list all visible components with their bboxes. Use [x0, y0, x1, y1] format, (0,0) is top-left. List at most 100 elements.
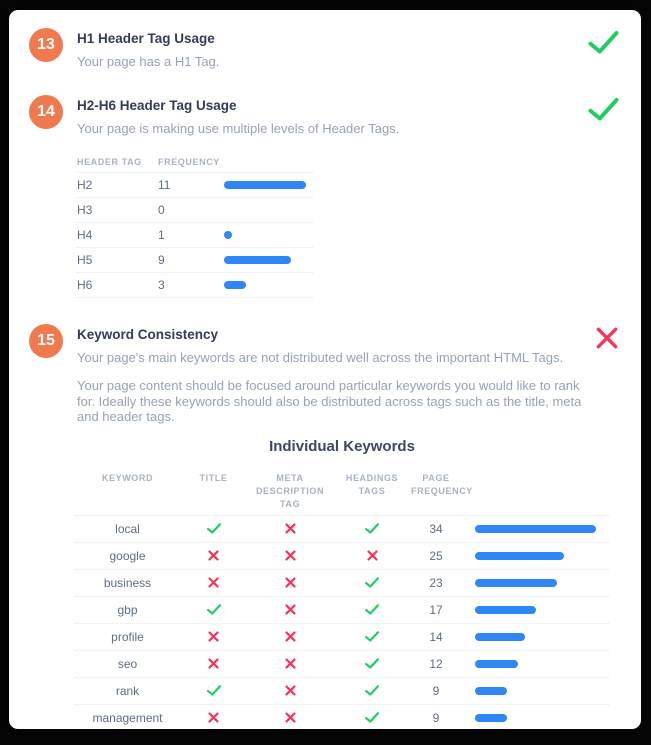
- keywords-table-rows: local 34 google 25 business 23 gbp 17 profil…: [75, 514, 609, 730]
- keyword-row: seo 12: [75, 649, 609, 677]
- header-tag-frequency-table: HEADER TAG FREQUENCY H2 11 H3 0 H4 1 H5 9 H6 3: [77, 152, 313, 298]
- check-icon: [333, 658, 411, 669]
- cross-icon: [247, 658, 333, 669]
- table-divider: [77, 297, 313, 298]
- keyword-name: gbp: [117, 602, 138, 617]
- check-icon: [333, 523, 411, 534]
- frequency-bar: [224, 231, 313, 239]
- cross-icon: [180, 577, 247, 588]
- header-tag-row: H2 11: [77, 172, 313, 197]
- page-frequency-value: 9: [432, 710, 440, 725]
- cross-icon: [180, 631, 247, 642]
- item-title: H1 Header Tag Usage: [77, 31, 215, 46]
- header-tag-name: H2: [77, 178, 93, 192]
- header-tag-row: H6 3: [77, 272, 313, 297]
- item-body: H1 Header Tag Usage Your page has a H1 T…: [77, 28, 588, 70]
- frequency-bar: [461, 551, 609, 560]
- pass-check-icon: [588, 30, 629, 55]
- column-headings-tags: HEADINGS TAGS: [345, 472, 399, 496]
- cross-icon: [247, 685, 333, 696]
- cross-icon: [180, 658, 247, 669]
- page-frequency-value: 23: [429, 575, 443, 590]
- keyword-row: gbp 17: [75, 595, 609, 623]
- page-frequency-value: 34: [429, 521, 443, 536]
- item-number: 13: [37, 36, 55, 53]
- bar: [224, 231, 232, 239]
- cross-icon: [247, 712, 333, 723]
- frequency-bar: [224, 181, 313, 189]
- frequency-bar: [461, 578, 609, 587]
- header-tag-frequency: 9: [158, 253, 165, 267]
- keyword-name: local: [115, 521, 140, 536]
- item-description: Your page has a H1 Tag.: [77, 54, 220, 69]
- frequency-bar: [461, 524, 609, 533]
- seo-report-card: 13 H1 Header Tag Usage Your page has a H…: [9, 10, 641, 729]
- keyword-name: rank: [115, 683, 140, 698]
- bar: [475, 605, 536, 614]
- keywords-table-header: KEYWORD TITLE META DESCRIPTION TAG HEADI…: [75, 470, 609, 515]
- item-title: Keyword Consistency: [77, 327, 219, 342]
- bar: [475, 524, 596, 533]
- bar: [475, 578, 557, 587]
- frequency-bar: [461, 632, 609, 641]
- bar: [475, 551, 564, 560]
- check-icon: [180, 604, 247, 615]
- cross-icon: [333, 550, 411, 561]
- header-tag-name: H4: [77, 228, 93, 242]
- keyword-name: seo: [117, 656, 138, 671]
- item-number: 14: [37, 103, 55, 120]
- audit-item-keyword-consistency: 15 Keyword Consistency Your page's main …: [29, 324, 629, 425]
- frequency-bar: [224, 256, 313, 264]
- bar: [224, 281, 246, 289]
- page-frequency-value: 17: [429, 602, 443, 617]
- check-icon: [180, 523, 247, 534]
- cross-icon: [247, 550, 333, 561]
- item-title: H2-H6 Header Tag Usage: [77, 98, 237, 113]
- column-meta-description-tag: META DESCRIPTION TAG: [255, 472, 325, 509]
- header-tag-row: H4 1: [77, 222, 313, 247]
- column-keyword: KEYWORD: [101, 472, 154, 483]
- item-recommendation: Your page content should be focused arou…: [77, 378, 582, 424]
- item-number-badge: 15: [29, 324, 63, 358]
- cross-icon: [180, 550, 247, 561]
- cross-icon: [247, 523, 333, 534]
- header-tag-table-header: HEADER TAG FREQUENCY: [77, 152, 313, 172]
- keyword-row: local 34: [75, 514, 609, 542]
- header-tag-name: H6: [77, 278, 93, 292]
- frequency-bar: [461, 686, 609, 695]
- header-tag-frequency: 0: [158, 203, 165, 217]
- item-number-badge: 13: [29, 28, 63, 62]
- item-description: Your page's main keywords are not distri…: [77, 350, 564, 365]
- page-frequency-value: 9: [432, 683, 440, 698]
- keyword-name: management: [92, 710, 163, 725]
- header-tag-table-rows: H2 11 H3 0 H4 1 H5 9 H6 3: [77, 172, 313, 297]
- page-frequency-value: 25: [429, 548, 443, 563]
- check-icon: [333, 631, 411, 642]
- audit-item-h2-h6-tag-usage: 14 H2-H6 Header Tag Usage Your page is m…: [29, 95, 629, 137]
- header-tag-row: H3 0: [77, 197, 313, 222]
- keyword-row: google 25: [75, 541, 609, 569]
- header-tag-name: H5: [77, 253, 93, 267]
- item-body: Keyword Consistency Your page's main key…: [77, 324, 589, 425]
- column-header-frequency: FREQUENCY: [158, 157, 220, 167]
- bar: [475, 659, 518, 668]
- column-title: TITLE: [199, 472, 228, 483]
- keyword-row: rank 9: [75, 676, 609, 704]
- keyword-name: google: [109, 548, 146, 563]
- page-frequency-value: 12: [429, 656, 443, 671]
- keyword-row: profile 14: [75, 622, 609, 650]
- header-tag-name: H3: [77, 203, 93, 217]
- audit-item-h1-tag-usage: 13 H1 Header Tag Usage Your page has a H…: [29, 28, 629, 70]
- pass-check-icon: [588, 97, 629, 122]
- keyword-name: profile: [111, 629, 144, 644]
- frequency-bar: [461, 659, 609, 668]
- bar: [224, 256, 291, 264]
- frequency-bar: [461, 605, 609, 614]
- header-tag-frequency: 3: [158, 278, 165, 292]
- cross-icon: [180, 712, 247, 723]
- check-icon: [333, 577, 411, 588]
- keyword-row: business 23: [75, 568, 609, 596]
- cross-icon: [247, 577, 333, 588]
- check-icon: [333, 604, 411, 615]
